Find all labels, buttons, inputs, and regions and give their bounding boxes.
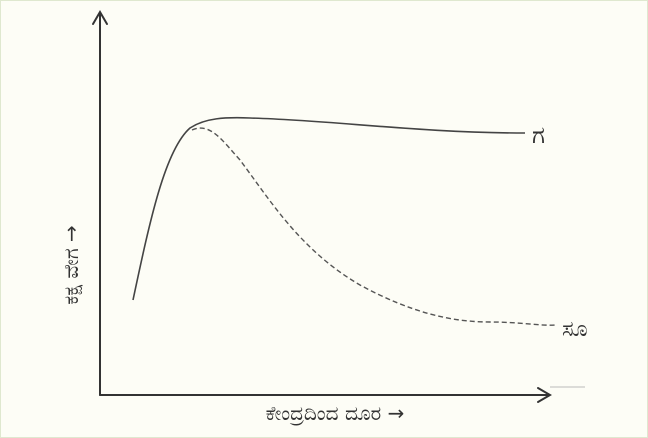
x-axis-label: ಕೇಂದ್ರದಿಂದ ದೂರ → — [266, 401, 405, 426]
curve-label: ಗ — [532, 121, 545, 149]
diagram: ಗ ಸೂ ಕೇಂದ್ರದಿಂದ ದೂರ → ಕಕ್ಷ ವೇಗ → — [0, 0, 648, 438]
y-axis-label: ಕಕ್ಷ ವೇಗ → — [59, 225, 83, 305]
background — [1, 1, 648, 438]
curve-label: ಸೂ — [562, 317, 588, 342]
